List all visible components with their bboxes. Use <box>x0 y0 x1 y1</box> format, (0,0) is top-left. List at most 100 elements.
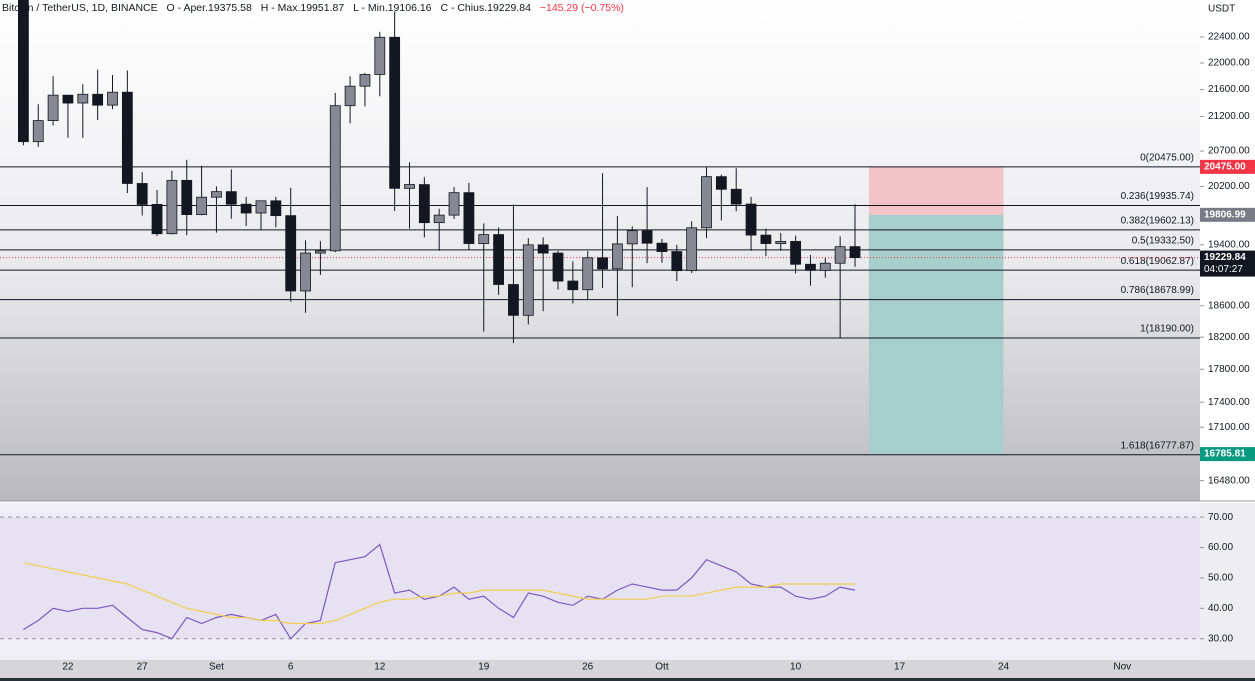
fib-level-label: 0.236(19935.74) <box>1121 191 1194 202</box>
position-stop-zone <box>868 166 1004 215</box>
candle-body <box>285 215 297 292</box>
candle-body <box>344 85 356 107</box>
x-tick-label: 19 <box>478 662 490 673</box>
rsi-y-tick-label: 70.00 <box>1208 512 1233 523</box>
price-badge-label: 19806.99 <box>1204 209 1246 220</box>
candle-body <box>686 227 698 272</box>
candle-body <box>389 36 401 189</box>
candle-body <box>597 257 608 270</box>
y-tick-label: 20700.00 <box>1208 146 1250 157</box>
candle-body <box>359 74 371 87</box>
price-badge <box>1200 447 1255 462</box>
candle-body <box>715 176 727 190</box>
candle-body <box>17 0 29 143</box>
candle-body <box>834 246 846 264</box>
candle-body <box>314 250 326 254</box>
y-tick-label: 21600.00 <box>1208 84 1250 95</box>
y-tick-label: 17800.00 <box>1208 364 1250 375</box>
candle-body <box>730 188 742 205</box>
x-tick-label: 27 <box>137 662 149 673</box>
candle-body <box>62 94 74 104</box>
candle-body <box>508 284 519 316</box>
y-tick-label: 18600.00 <box>1208 300 1250 311</box>
candle-body <box>567 280 579 291</box>
candle-body <box>775 241 787 244</box>
candle-body <box>478 234 490 244</box>
candle-body <box>701 176 712 229</box>
y-tick-label: 17400.00 <box>1208 397 1250 408</box>
price-badge <box>1200 207 1255 222</box>
candle-body <box>493 234 505 285</box>
candle-body <box>522 244 534 316</box>
fib-level-label: 0.382(19602.13) <box>1121 215 1194 226</box>
fib-level-label: 1(18190.00) <box>1140 324 1194 335</box>
candle-body <box>656 242 668 252</box>
rsi-y-tick-label: 40.00 <box>1208 603 1233 614</box>
y-tick-label: 16480.00 <box>1208 475 1250 486</box>
symbol: Bitcoin / TetherUS, 1D, BINANCE <box>2 2 158 14</box>
candle-body <box>805 263 816 271</box>
price-badge-label: 16785.81 <box>1204 449 1246 460</box>
candle-body <box>582 257 594 291</box>
candle-body <box>300 252 311 292</box>
price-badge <box>1200 250 1255 277</box>
change: −145.29 (−0.75%) <box>539 2 624 14</box>
candle-body <box>77 93 89 104</box>
fib-level-label: 0(20475.00) <box>1140 153 1194 164</box>
candle-body <box>374 36 386 75</box>
price-axis <box>1200 0 1255 501</box>
candle-body <box>612 243 623 270</box>
unit-label: USDT <box>1208 4 1235 15</box>
ohlc-item: L - Min.19106.16 <box>353 2 432 14</box>
x-tick-label: 24 <box>998 662 1010 673</box>
main-pane <box>0 0 1200 501</box>
candle-body <box>47 94 59 121</box>
candle-body <box>745 203 757 236</box>
y-tick-label: 17100.00 <box>1208 422 1250 433</box>
candle-body <box>196 196 208 216</box>
position-target-zone <box>868 214 1004 455</box>
price-badge-label: 19229.84 <box>1204 252 1246 263</box>
candle-body <box>626 230 638 245</box>
candle-body <box>433 214 445 224</box>
candle-body <box>329 105 341 252</box>
fib-level-label: 0.5(19332.50) <box>1132 236 1194 247</box>
candle-body <box>418 184 430 224</box>
y-tick-label: 22400.00 <box>1208 32 1250 43</box>
candle-body <box>463 192 475 244</box>
y-tick-label: 20200.00 <box>1208 181 1250 192</box>
x-tick-label: 26 <box>582 662 594 673</box>
candle-body <box>849 246 861 258</box>
candle-body <box>121 91 133 184</box>
x-tick-label: 17 <box>894 662 906 673</box>
candle-body <box>537 244 549 254</box>
candle-body <box>760 234 772 244</box>
candle-body <box>151 204 163 235</box>
candle-body <box>107 91 118 106</box>
candle-body <box>225 191 237 205</box>
chart-header: Bitcoin / TetherUS, 1D, BINANCE O - Aper… <box>2 2 630 14</box>
candle-body <box>552 252 564 282</box>
fib-level-label: 0.618(19062.87) <box>1121 256 1194 267</box>
price-badge <box>1200 159 1255 174</box>
ohlc-item: H - Max.19951.87 <box>260 2 345 14</box>
price-badge-countdown: 04:07:27 <box>1204 264 1243 275</box>
ohlc-item: O - Aper.19375.58 <box>166 2 252 14</box>
candle-body <box>270 200 282 217</box>
y-tick-label: 21200.00 <box>1208 111 1250 122</box>
candle-body <box>240 203 252 214</box>
rsi-band <box>0 517 1200 639</box>
candle-body <box>181 179 193 216</box>
candle-body <box>404 184 415 189</box>
rsi-y-tick-label: 30.00 <box>1208 633 1233 644</box>
y-tick-label: 22000.00 <box>1208 58 1250 69</box>
rsi-axis <box>1200 503 1255 660</box>
candle-body <box>92 93 104 106</box>
y-tick-label: 18200.00 <box>1208 332 1250 343</box>
x-tick-label: Ott <box>655 662 669 673</box>
candle-body <box>211 191 222 198</box>
rsi-y-tick-label: 50.00 <box>1208 573 1233 584</box>
candle-body <box>641 230 653 244</box>
